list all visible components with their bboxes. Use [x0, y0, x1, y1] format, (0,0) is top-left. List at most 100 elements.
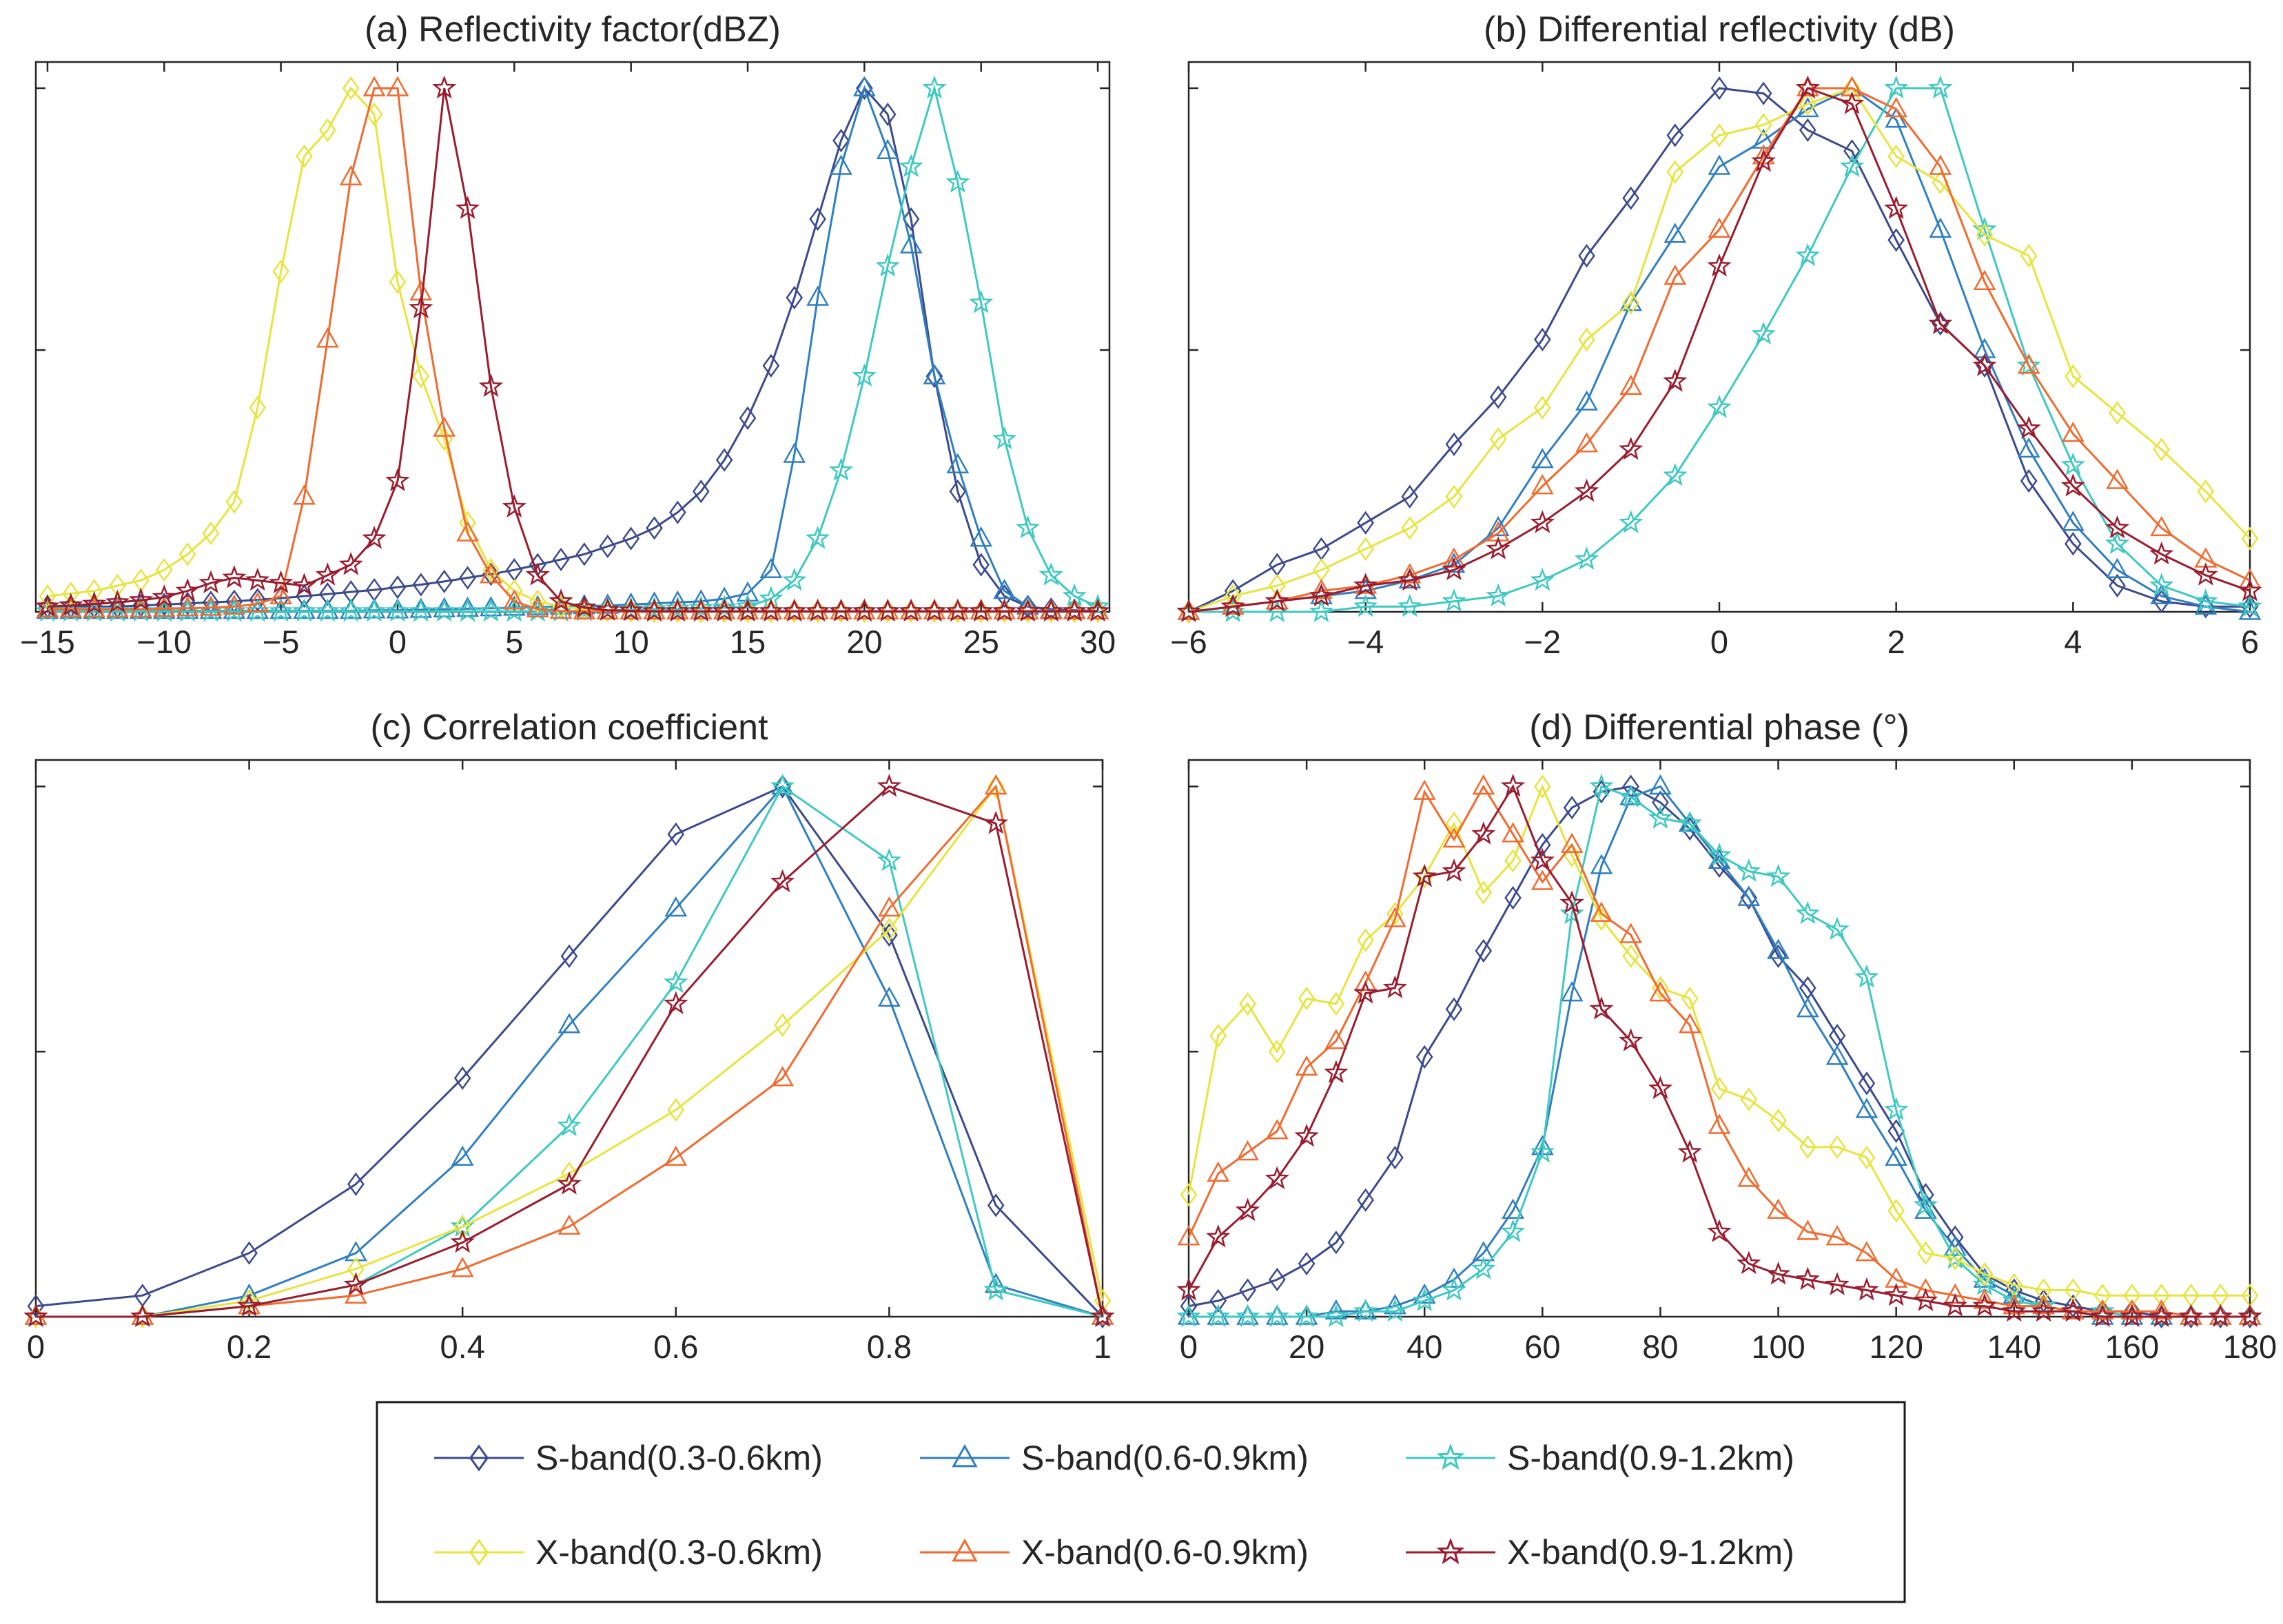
data-point	[2149, 573, 2174, 596]
data-point	[946, 599, 970, 619]
data-point	[782, 598, 807, 622]
data-point	[783, 442, 806, 463]
data-point	[1415, 1045, 1433, 1069]
data-point	[2017, 353, 2040, 374]
data-point	[1855, 1098, 1878, 1118]
series-line	[1187, 783, 2250, 1297]
data-point	[1324, 1060, 1349, 1084]
x-tick-label: 0.2	[227, 1328, 272, 1365]
data-point	[1354, 1299, 1378, 1320]
data-point	[2149, 541, 2174, 565]
data-point	[1533, 832, 1551, 857]
data-point	[646, 516, 663, 540]
data-point	[1914, 1277, 1937, 1299]
data-point	[526, 597, 549, 617]
x-tick-label: 0	[1180, 1328, 1198, 1365]
data-point	[1972, 353, 1997, 376]
data-point	[412, 573, 430, 597]
data-point	[786, 285, 803, 310]
panel-d-differential-phase: 0 20 40 60 80 100 120 140 160 180 (d) Differential…	[1176, 708, 2277, 1365]
data-point	[688, 595, 713, 619]
data-point	[246, 598, 269, 619]
legend-label: X-band(0.9-1.2km)	[1507, 1533, 1794, 1572]
data-point	[1795, 1266, 1820, 1291]
data-point	[1412, 863, 1437, 887]
data-point	[1799, 92, 1816, 116]
data-point	[1825, 916, 1850, 941]
data-point	[1825, 1045, 1849, 1065]
series-line	[47, 88, 1098, 613]
data-point	[1751, 321, 1776, 345]
data-point	[2016, 415, 2041, 439]
data-point	[1206, 1224, 1231, 1248]
data-point	[316, 327, 339, 348]
data-point	[1294, 1304, 1319, 1327]
data-point	[666, 599, 689, 619]
data-point	[1471, 1256, 1496, 1279]
data-point	[315, 562, 340, 586]
data-point	[1445, 812, 1463, 836]
data-point	[347, 1172, 365, 1196]
data-point	[852, 363, 877, 387]
data-point	[1209, 1288, 1227, 1313]
data-point	[1177, 1304, 1200, 1325]
x-tick-label: 25	[963, 624, 999, 660]
legend-marker	[952, 1538, 978, 1562]
data-point	[1486, 515, 1510, 537]
data-point	[945, 169, 970, 193]
data-point	[105, 589, 130, 613]
data-point	[1530, 567, 1555, 591]
data-point	[453, 1215, 471, 1239]
x-tick-label: −6	[1170, 624, 1207, 660]
data-point	[1943, 1245, 1967, 1269]
data-point	[856, 76, 873, 101]
data-point	[713, 599, 736, 619]
data-point	[1354, 970, 1378, 991]
data-point	[782, 567, 807, 591]
x-tick-label: −4	[1347, 624, 1384, 660]
data-point	[692, 480, 710, 504]
data-point	[432, 598, 457, 622]
data-point	[1176, 599, 1201, 622]
series-group	[35, 75, 1110, 624]
data-point	[409, 295, 433, 319]
data-point	[202, 521, 220, 546]
data-point	[293, 598, 316, 619]
legend-label: S-band(0.3-0.6km)	[535, 1439, 823, 1477]
series-line	[1187, 784, 2250, 1318]
data-point	[1578, 244, 1595, 268]
data-point	[1472, 774, 1495, 795]
x-tick-label: −2	[1524, 624, 1562, 660]
data-point	[557, 1113, 582, 1136]
data-point	[1442, 859, 1466, 882]
data-point	[1445, 432, 1463, 456]
legend-marker	[1436, 1443, 1465, 1470]
data-point	[922, 75, 947, 99]
data-point	[2109, 573, 2126, 598]
data-point	[877, 773, 902, 797]
data-point	[223, 594, 246, 615]
x-tick-label: 20	[846, 624, 882, 660]
data-point	[983, 1277, 1008, 1301]
data-point	[1386, 1146, 1404, 1170]
data-point	[1858, 1071, 1876, 1096]
x-tick-label: 180	[2223, 1328, 2277, 1365]
data-point	[269, 570, 294, 594]
data-point	[296, 144, 313, 168]
data-point	[1946, 1246, 1964, 1271]
data-point	[899, 599, 923, 619]
data-point	[736, 599, 759, 619]
data-point	[1016, 594, 1039, 615]
data-point	[1885, 107, 1908, 128]
data-point	[1740, 885, 1758, 910]
data-point	[1708, 217, 1731, 238]
data-point	[1754, 81, 1772, 105]
data-point	[665, 595, 690, 619]
legend-marker	[1436, 1537, 1465, 1565]
data-point	[1976, 1262, 1994, 1286]
series-group	[23, 773, 1115, 1329]
data-point	[1929, 154, 1952, 175]
data-point	[1707, 1219, 1732, 1242]
x-tick-label: 0	[1710, 624, 1728, 660]
